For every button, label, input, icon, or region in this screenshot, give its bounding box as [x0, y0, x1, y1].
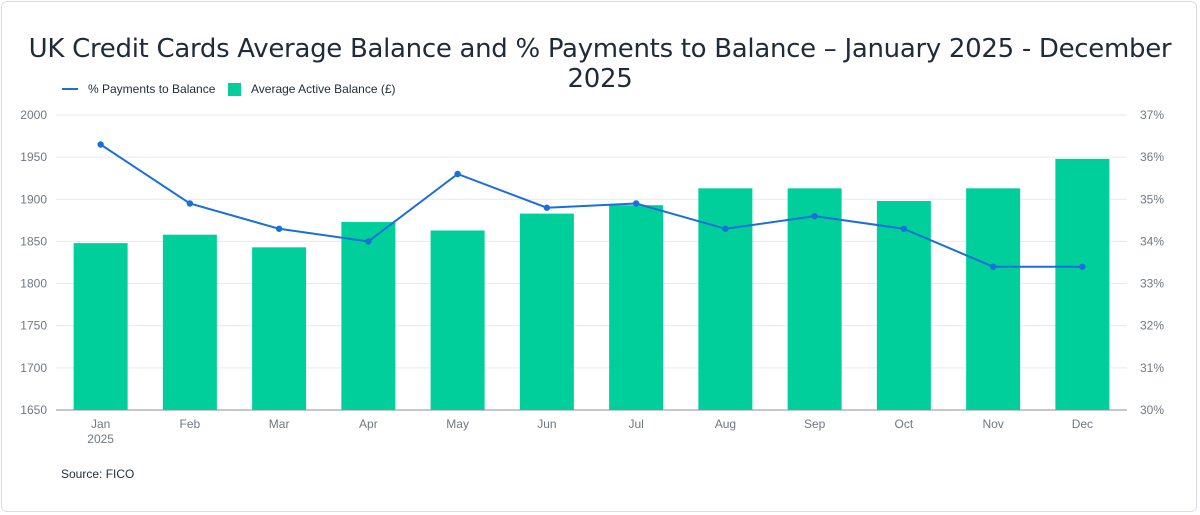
bar [609, 205, 664, 410]
bar [787, 188, 842, 410]
bar [252, 247, 307, 410]
x-axis-tick-label: Mar [269, 417, 290, 431]
legend-item-payments: % Payments to Balance [62, 81, 215, 97]
left-axis-tick-label: 1850 [20, 234, 47, 248]
right-axis-tick-label: 37% [1140, 108, 1164, 122]
legend-bar-swatch [228, 82, 241, 96]
line-point [454, 170, 461, 178]
line-point [900, 225, 908, 232]
bar [1055, 158, 1110, 410]
right-axis-tick-label: 32% [1140, 319, 1164, 333]
bar [162, 234, 217, 410]
right-axis-tick-label: 34% [1140, 234, 1164, 248]
legend-item-balance: Average Active Balance (£) [228, 81, 396, 97]
right-axis-tick-label: 36% [1140, 150, 1164, 164]
left-axis-tick-label: 2000 [20, 108, 47, 122]
line-point [186, 200, 194, 207]
x-axis-tick-label: Feb [180, 417, 201, 431]
left-axis-tick-label: 1700 [20, 361, 47, 375]
line-point [97, 141, 104, 148]
legend-label-payments: % Payments to Balance [88, 82, 216, 96]
x-axis-tick-label: Dec [1072, 417, 1093, 431]
x-axis-tick-label: Nov [982, 417, 1003, 431]
bar [73, 243, 128, 410]
bar [430, 230, 485, 410]
left-axis-tick-label: 1900 [20, 192, 47, 206]
line-point [722, 225, 729, 232]
bar [341, 222, 396, 410]
bar [876, 200, 931, 410]
right-axis-tick-label: 35% [1140, 192, 1164, 206]
x-axis-tick-label: Aug [715, 417, 736, 431]
left-axis-tick-label: 1750 [20, 319, 47, 333]
bar [966, 188, 1021, 410]
x-axis-tick-label: Oct [895, 417, 914, 431]
line-point [632, 200, 640, 207]
x-axis-tick-label: Sep [804, 417, 826, 431]
x-axis-tick-sublabel: 2025 [87, 432, 114, 446]
x-axis-tick-label: Jun [537, 417, 556, 431]
legend-label-balance: Average Active Balance (£) [251, 82, 396, 96]
line-point [811, 212, 818, 220]
right-axis-tick-label: 30% [1140, 403, 1164, 417]
x-axis-tick-label: Jul [628, 417, 643, 431]
line-point [275, 225, 283, 232]
left-axis-tick-label: 1950 [20, 150, 47, 164]
chart-title: UK Credit Cards Average Balance and % Pa… [28, 34, 1172, 94]
line-point [365, 238, 372, 245]
x-axis-tick-label: Apr [359, 417, 378, 431]
line-point [543, 204, 551, 211]
line-point [989, 263, 997, 270]
x-axis-tick-label: May [446, 417, 469, 431]
legend-line-swatch [62, 88, 78, 90]
left-axis-tick-label: 1650 [20, 403, 47, 417]
line-point [1079, 263, 1086, 270]
left-axis-tick-label: 1800 [20, 277, 47, 291]
x-axis-tick-label: Jan [91, 417, 110, 431]
right-axis-tick-label: 31% [1140, 361, 1164, 375]
bar [698, 188, 753, 410]
bar [519, 213, 574, 410]
right-axis-tick-label: 33% [1140, 277, 1164, 291]
payments-line [100, 143, 1083, 268]
source-note: Source: FICO [61, 467, 135, 481]
